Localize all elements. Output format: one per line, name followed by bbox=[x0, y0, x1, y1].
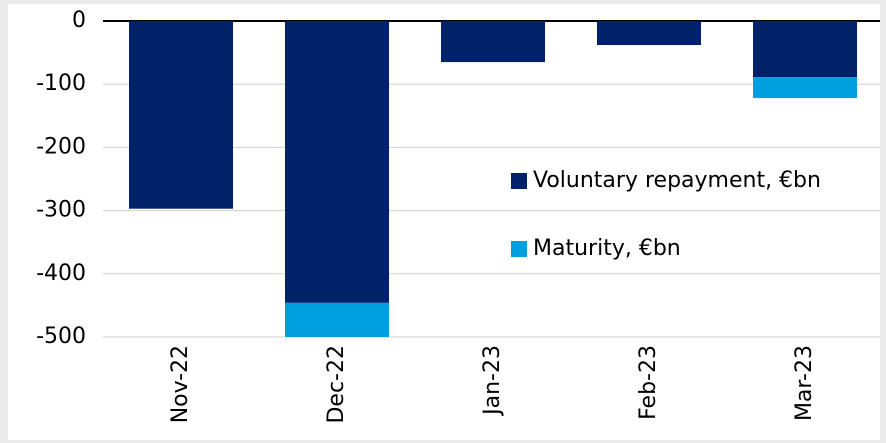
bar bbox=[753, 21, 857, 78]
bar bbox=[597, 21, 701, 46]
bar bbox=[285, 21, 389, 303]
y-tick-label: -200 bbox=[36, 134, 86, 159]
y-tick-label: -100 bbox=[36, 71, 86, 96]
x-tick-label: Feb-23 bbox=[636, 345, 661, 420]
x-tick-label: Jan-23 bbox=[480, 345, 505, 417]
y-tick-label: -300 bbox=[36, 198, 86, 223]
x-tick-label: Mar-23 bbox=[792, 345, 817, 421]
legend-swatch bbox=[511, 241, 527, 257]
y-tick-label: 0 bbox=[72, 8, 86, 33]
bar bbox=[129, 21, 233, 209]
legend-label: Maturity, €bn bbox=[533, 236, 681, 261]
legend-label: Voluntary repayment, €bn bbox=[533, 168, 821, 193]
x-tick-label: Nov-22 bbox=[168, 345, 193, 423]
x-tick-label: Dec-22 bbox=[324, 345, 349, 424]
y-tick-label: -400 bbox=[36, 261, 86, 286]
legend-swatch bbox=[511, 173, 527, 189]
bar bbox=[441, 21, 545, 63]
y-tick-label: -500 bbox=[36, 324, 86, 349]
bar bbox=[285, 302, 389, 337]
bar bbox=[753, 77, 857, 99]
